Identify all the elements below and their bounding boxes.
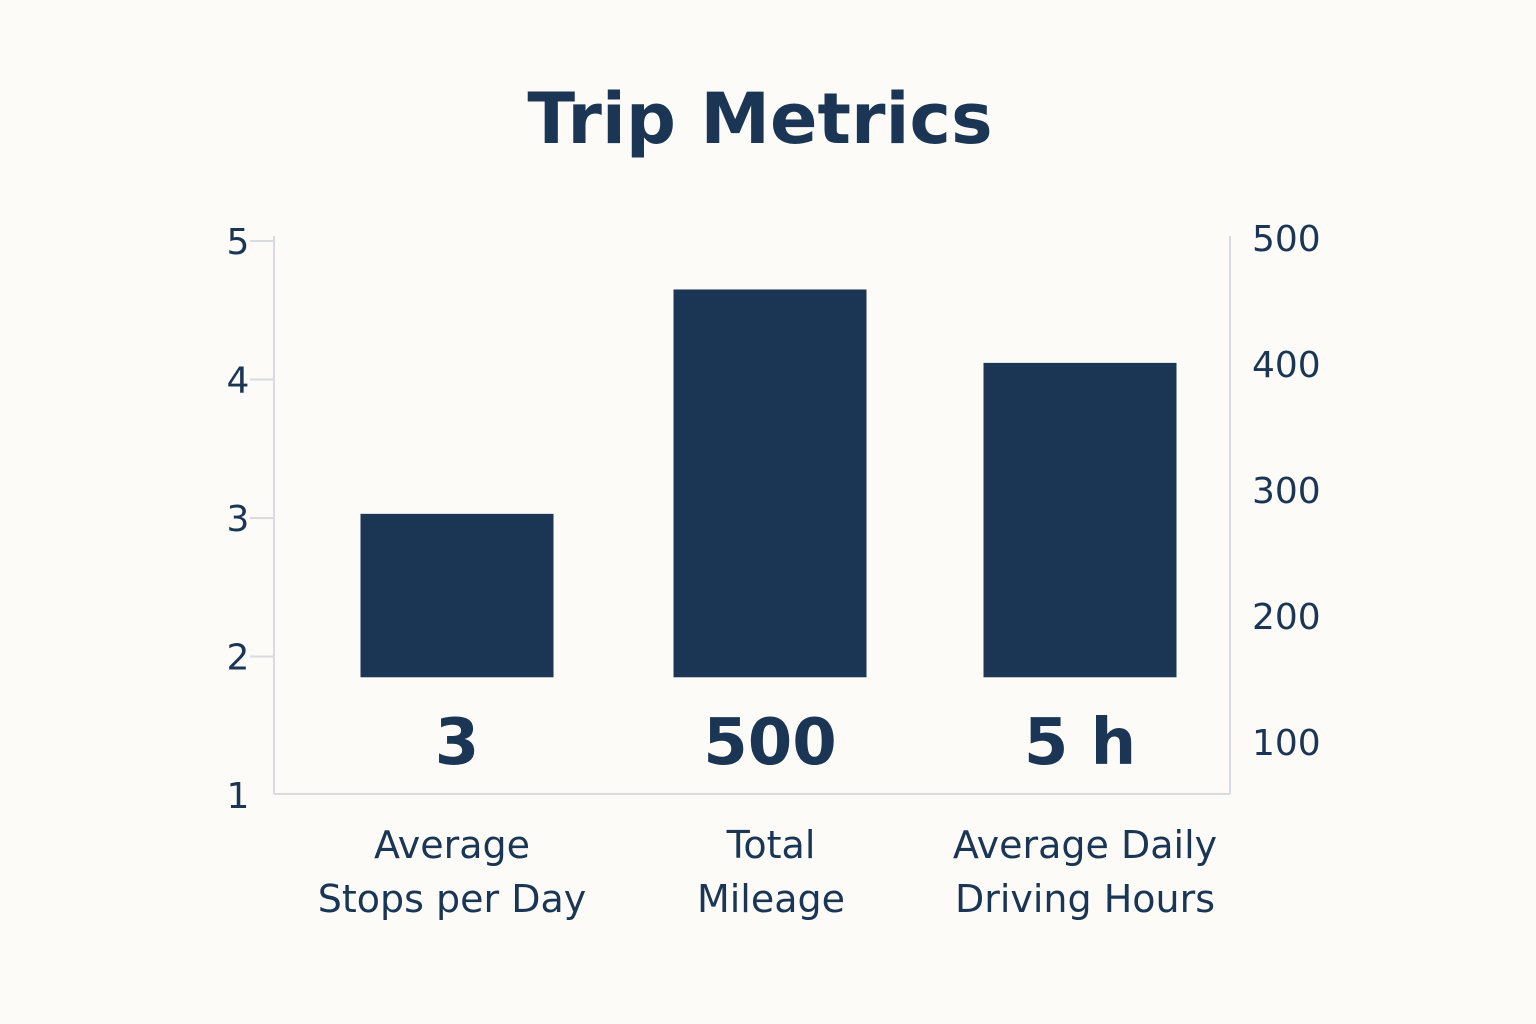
right-tick-label: 200 <box>1252 597 1321 638</box>
bars-group <box>360 289 1177 678</box>
category-label-0-line-1: Stops per Day <box>318 877 587 921</box>
left-tick-label: 5 <box>227 222 250 263</box>
category-label-2-line-0: Average Daily <box>953 823 1217 867</box>
chart-title: Trip Metrics <box>527 78 992 160</box>
right-tick-label: 300 <box>1252 471 1321 512</box>
category-label-1-line-1: Mileage <box>697 877 845 921</box>
left-tick-label: 1 <box>227 776 250 817</box>
category-labels-group: Average Stops per Day Total Mileage Average … <box>318 823 1217 921</box>
category-label-2-line-1: Driving Hours <box>955 877 1215 921</box>
bar-1 <box>673 289 867 678</box>
category-label-0-line-0: Average <box>374 823 530 867</box>
value-label-2: 5 h <box>1024 706 1136 780</box>
value-labels-group: 3 500 5 h <box>435 706 1136 780</box>
left-tick-label: 2 <box>227 638 250 679</box>
right-tick-label: 500 <box>1252 219 1321 260</box>
bar-0 <box>360 513 554 678</box>
value-label-0: 3 <box>435 706 480 780</box>
left-tick-label: 3 <box>227 499 250 540</box>
category-label-1-line-0: Total <box>726 823 816 867</box>
left-axis-ticks: 1 2 3 4 5 <box>227 222 274 817</box>
value-label-1: 500 <box>703 706 837 780</box>
right-tick-label: 400 <box>1252 345 1321 386</box>
left-tick-label: 4 <box>227 361 250 402</box>
right-axis-ticks: 100 200 300 400 500 <box>1252 219 1321 764</box>
bar-2 <box>983 362 1177 678</box>
right-tick-label: 100 <box>1252 723 1321 764</box>
